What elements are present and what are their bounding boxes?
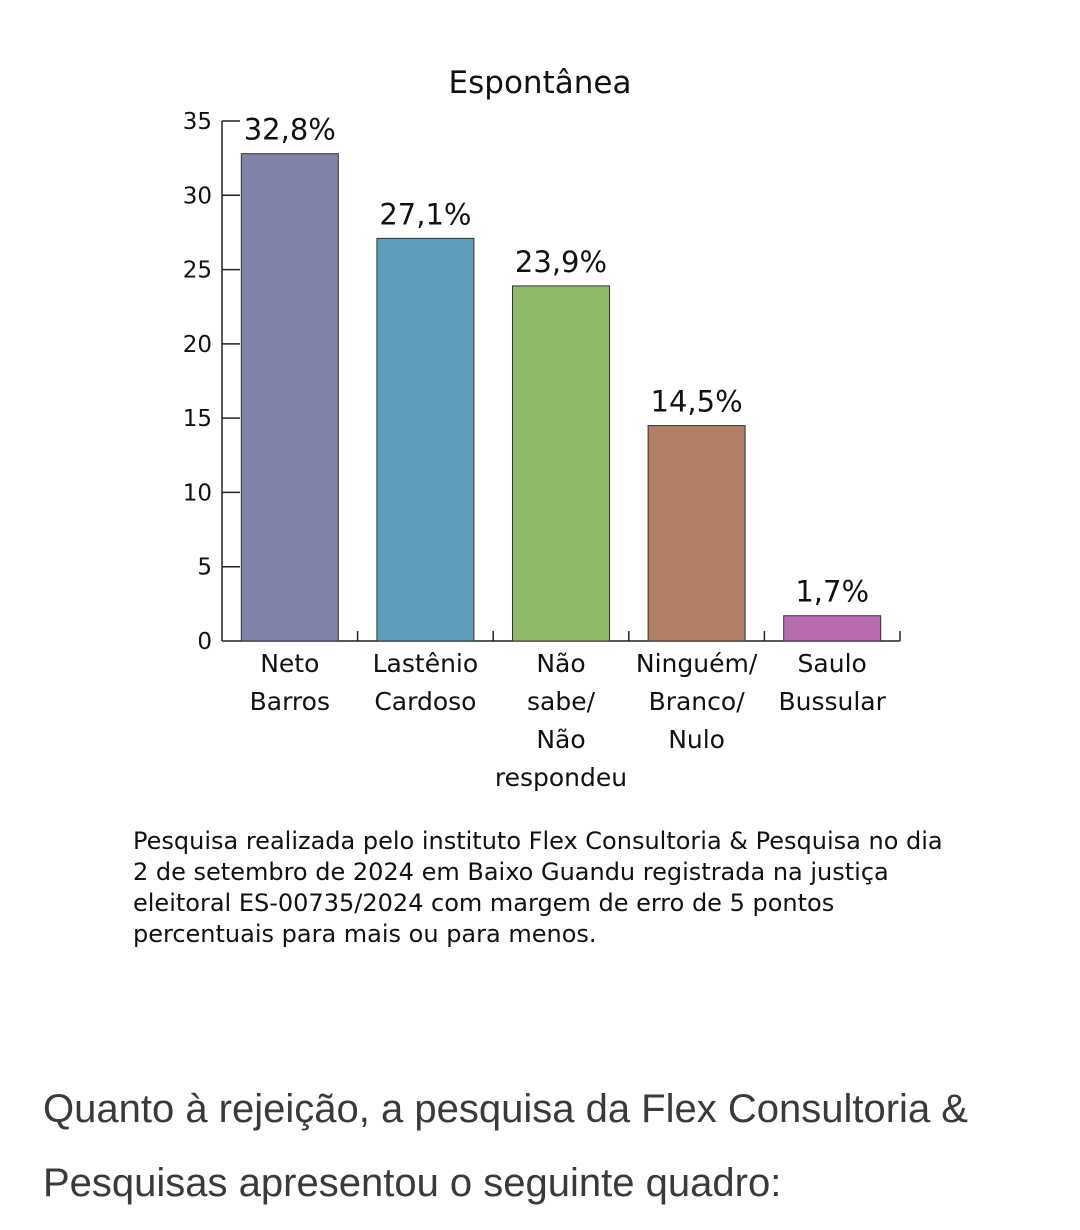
- category-label-line: Cardoso: [374, 687, 476, 716]
- data-label: 14,5%: [651, 385, 743, 419]
- bar: [376, 237, 475, 642]
- category-labels: Neto Barros Lastênio Cardoso Não sabe/Não resp…: [250, 649, 887, 792]
- article-paragraph: Quanto à rejeição, a pesquisa da Flex Co…: [43, 1087, 968, 1205]
- bar: [783, 615, 882, 642]
- bar-chart: Espontânea 0 5 10 15 20 25 30 35 32,8% 27,1% 23,9…: [183, 65, 901, 792]
- category-label: Ninguém/Branco/Nulo: [636, 649, 758, 754]
- category-label-line: Branco/: [649, 687, 746, 716]
- category-label-line: Nulo: [668, 725, 725, 754]
- category-label: Saulo Bussular: [778, 649, 886, 716]
- category-label: Neto Barros: [250, 649, 330, 716]
- data-labels: 32,8% 27,1% 23,9% 14,5% 1,7%: [244, 113, 869, 609]
- y-axis: 0 5 10 15 20 25 30 35: [183, 109, 240, 655]
- y-tick-label: 5: [197, 555, 212, 581]
- category-label-line: Não: [536, 725, 585, 754]
- bars: [240, 153, 882, 642]
- y-tick-label: 30: [183, 183, 212, 209]
- data-label: 27,1%: [379, 197, 471, 231]
- chart-title: Espontânea: [449, 65, 632, 101]
- category-label-line: respondeu: [495, 763, 627, 792]
- category-label-line: Ninguém/: [636, 649, 758, 678]
- category-label-line: Bussular: [778, 687, 886, 716]
- survey-note: Pesquisa realizada pelo instituto Flex C…: [133, 827, 943, 948]
- data-label: 32,8%: [244, 113, 336, 147]
- category-label-line: Lastênio: [373, 649, 479, 678]
- category-label-line: Barros: [250, 687, 330, 716]
- data-label: 1,7%: [795, 575, 869, 609]
- category-label: Não sabe/Não respondeu: [495, 649, 627, 792]
- category-label: Lastênio Cardoso: [373, 649, 479, 716]
- data-label: 23,9%: [515, 245, 607, 279]
- bar: [240, 153, 339, 642]
- y-tick-label: 20: [183, 332, 212, 358]
- category-label-line: Não: [536, 649, 585, 678]
- category-label-line: Neto: [260, 649, 319, 678]
- category-label-line: sabe/: [527, 687, 596, 716]
- y-tick-label: 0: [197, 629, 212, 655]
- y-tick-label: 25: [183, 258, 212, 284]
- bar: [512, 285, 610, 642]
- y-tick-label: 15: [183, 406, 212, 432]
- y-tick-label: 35: [183, 109, 212, 135]
- y-tick-label: 10: [183, 480, 212, 506]
- bar: [647, 425, 746, 642]
- category-label-line: Saulo: [798, 649, 867, 678]
